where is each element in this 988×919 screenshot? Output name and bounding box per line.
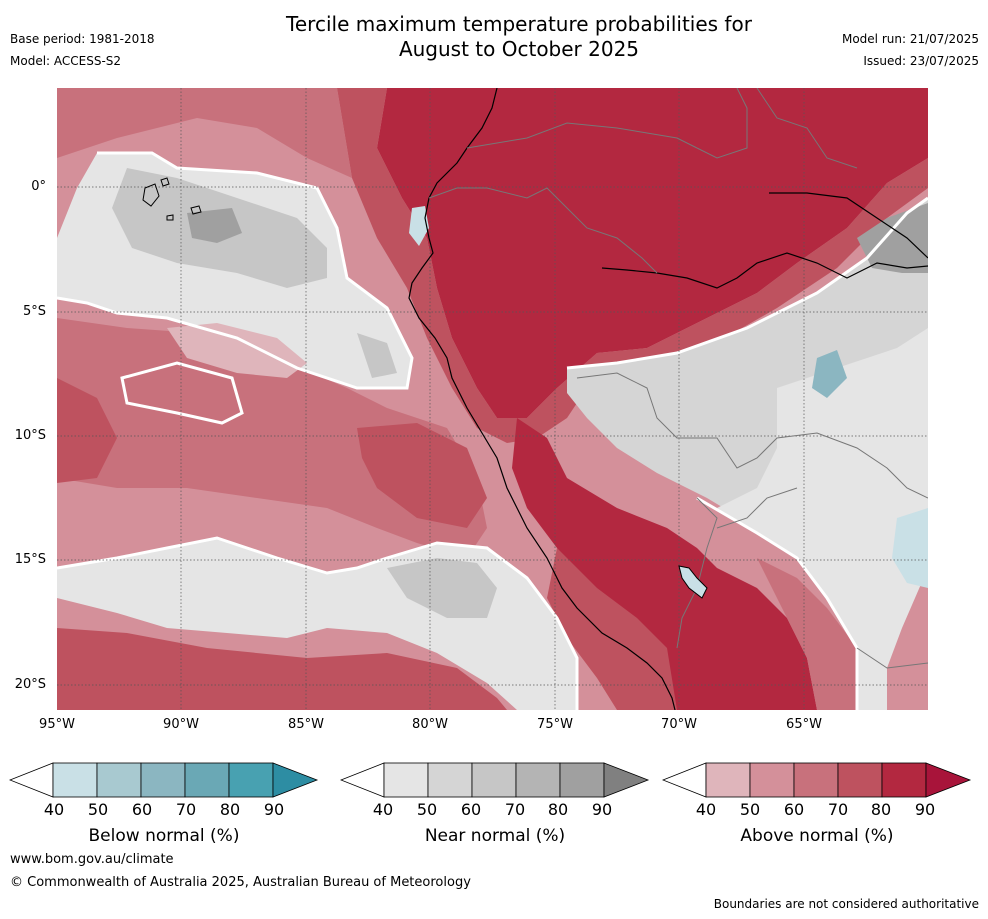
- tick-near-90: 90: [591, 800, 613, 819]
- lat-label-0: 0°: [31, 179, 46, 194]
- coastline: [408, 88, 676, 710]
- field-above-coast-band: [512, 418, 817, 710]
- tick-below-60: 60: [131, 800, 153, 819]
- colorbar-segment: [705, 762, 751, 798]
- tick-near-60: 60: [460, 800, 482, 819]
- colorbar-high-extension: [603, 762, 650, 798]
- lat-label-20s: 20°S: [14, 677, 46, 692]
- tick-below-90: 90: [263, 800, 285, 819]
- colorbar-segment: [96, 762, 142, 798]
- lake-titicaca: [678, 565, 708, 599]
- colorbar-above: [662, 762, 972, 798]
- meta-left: Base period: 1981-2018 Model: ACCESS-S2: [10, 28, 155, 72]
- field-near-east-light: [717, 328, 928, 710]
- legend-title-above: Above normal (%): [740, 826, 894, 846]
- colorbar-segment: [427, 762, 473, 798]
- north-coast: [769, 192, 928, 259]
- tick-above-50: 50: [739, 800, 761, 819]
- tick-near-50: 50: [416, 800, 438, 819]
- field-below-coast-spot: [409, 206, 429, 246]
- field-above-dark-north: [377, 88, 928, 418]
- map-title: Tercile maximum temperature probabilitie…: [200, 12, 838, 62]
- model-run: Model run: 21/07/2025: [841, 32, 979, 46]
- tick-below-50: 50: [87, 800, 109, 819]
- colorbar-segment: [471, 762, 517, 798]
- colorbar-near: [340, 762, 650, 798]
- colorbar-segment: [837, 762, 883, 798]
- field-above-nw: [57, 88, 352, 178]
- colorbar-segment: [515, 762, 561, 798]
- field-near-south-inner: [387, 558, 497, 618]
- field-above-west-core: [57, 378, 117, 483]
- probability-map: [57, 88, 928, 710]
- colorbar-low-extension: [662, 762, 707, 798]
- tick-below-70: 70: [175, 800, 197, 819]
- field-above-mid-core: [357, 423, 487, 528]
- field-above-coast-edge: [547, 548, 677, 710]
- title-line-1: Tercile maximum temperature probabilitie…: [286, 12, 752, 36]
- tick-above-80: 80: [870, 800, 892, 819]
- lat-label-15s: 15°S: [14, 552, 46, 567]
- colorbar-segment: [184, 762, 230, 798]
- website-link[interactable]: www.bom.gov.au/climate: [10, 852, 174, 867]
- lat-label-5s: 5°S: [22, 304, 46, 319]
- tick-below-80: 80: [219, 800, 241, 819]
- issued-date: Issued: 23/07/2025: [863, 54, 979, 68]
- contour-line-southeast: [696, 496, 859, 710]
- field-above-mid-light: [167, 323, 307, 378]
- legend-title-below: Below normal (%): [88, 826, 240, 846]
- contour-line-east: [566, 196, 928, 370]
- field-near-upper-left-core: [187, 208, 242, 243]
- model-name: Model: ACCESS-S2: [10, 54, 122, 68]
- contour-line-south: [57, 536, 579, 710]
- field-above-se: [757, 558, 857, 710]
- lon-label-70w: 70°W: [661, 717, 697, 732]
- tick-above-40: 40: [695, 800, 717, 819]
- title-line-2: August to October 2025: [398, 37, 640, 61]
- field-near-east-core: [857, 203, 928, 273]
- colorbar-segment: [140, 762, 186, 798]
- colorbar-low-extension: [340, 762, 385, 798]
- tick-below-40: 40: [43, 800, 65, 819]
- colorbar-high-extension: [272, 762, 319, 798]
- colorbar-segment: [52, 762, 98, 798]
- colorbar-low-extension: [9, 762, 54, 798]
- base-period: Base period: 1981-2018: [10, 32, 155, 46]
- colorbar-segment: [559, 762, 605, 798]
- colorbar-segment: [383, 762, 429, 798]
- tick-near-70: 70: [504, 800, 526, 819]
- tick-near-80: 80: [547, 800, 569, 819]
- field-below-east-spot: [812, 350, 847, 398]
- field-above-sw: [57, 628, 507, 710]
- country-borders: [428, 88, 928, 669]
- field-near-central-pocket-inner: [357, 333, 397, 378]
- field-below-east: [892, 508, 928, 588]
- meta-right: Model run: 21/07/2025 Issued: 23/07/2025: [842, 28, 979, 72]
- field-above-west-mid: [57, 318, 487, 558]
- lat-label-10s: 10°S: [14, 428, 46, 443]
- colorbar-below: [9, 762, 319, 798]
- contour-line-northwest: [57, 151, 414, 390]
- tick-above-70: 70: [827, 800, 849, 819]
- tick-above-90: 90: [914, 800, 936, 819]
- tick-near-40: 40: [372, 800, 394, 819]
- contour-line-west-lobe: [120, 361, 244, 425]
- colorbar-high-extension: [925, 762, 972, 798]
- lon-label-75w: 75°W: [537, 717, 573, 732]
- lon-label-65w: 65°W: [786, 717, 822, 732]
- tick-above-60: 60: [783, 800, 805, 819]
- colorbar-segment: [793, 762, 839, 798]
- lon-label-90w: 90°W: [163, 717, 199, 732]
- lon-label-95w: 95°W: [39, 717, 75, 732]
- colorbar-segment: [228, 762, 274, 798]
- colorbar-segment: [881, 762, 927, 798]
- legend-title-near: Near normal (%): [424, 826, 566, 846]
- lon-label-80w: 80°W: [412, 717, 448, 732]
- graticule: [57, 88, 928, 710]
- galapagos-islands: [142, 177, 202, 221]
- lon-label-85w: 85°W: [288, 717, 324, 732]
- boundaries-disclaimer: Boundaries are not considered authoritat…: [713, 897, 979, 911]
- colorbar-segment: [749, 762, 795, 798]
- copyright-notice: © Commonwealth of Australia 2025, Austra…: [10, 875, 471, 890]
